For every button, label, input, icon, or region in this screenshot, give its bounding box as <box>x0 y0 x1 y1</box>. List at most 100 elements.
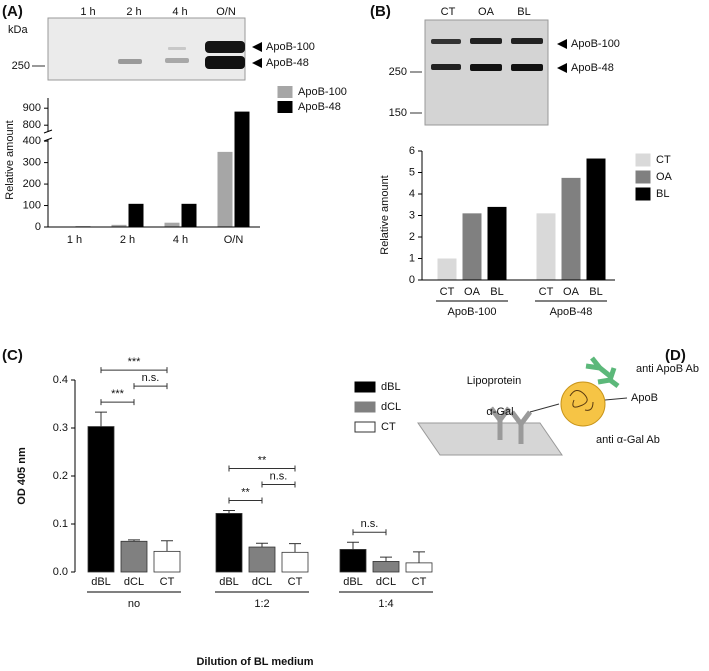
y-tick-label: 3 <box>409 209 415 221</box>
significance-bracket <box>100 399 135 406</box>
bar <box>128 203 144 227</box>
error-bar <box>95 411 107 427</box>
bar <box>111 224 127 227</box>
x-sub-label: CT <box>160 576 175 588</box>
error-bar <box>413 551 425 563</box>
y-tick-label: 4 <box>409 188 415 200</box>
significance-bracket <box>228 465 296 472</box>
bar <box>215 513 243 573</box>
x-sub-label: BL <box>589 286 602 298</box>
bar <box>164 222 180 227</box>
y-tick-label: 2 <box>409 231 415 243</box>
legend-label: dBL <box>381 381 401 393</box>
x-tick-label: 1:4 <box>378 598 393 610</box>
x-sub-label: dCL <box>124 576 144 588</box>
significance-label: *** <box>128 356 142 368</box>
y-tick-label: 0.1 <box>53 518 68 530</box>
x-sub-label: dBL <box>343 576 363 588</box>
significance-label: ** <box>241 486 250 498</box>
bar <box>153 550 181 573</box>
error-bar <box>347 541 359 550</box>
lane-label: 1 h <box>80 6 95 18</box>
legend-swatch <box>354 381 376 393</box>
bar <box>248 546 276 573</box>
error-bar <box>289 543 301 553</box>
x-tick-label: 2 h <box>120 234 135 246</box>
y-axis-label: Relative amount <box>379 175 391 255</box>
blot-unit: kDa <box>8 24 28 36</box>
x-sub-label: BL <box>490 286 503 298</box>
x-sub-label: dCL <box>376 576 396 588</box>
band-label: ApoB-48 <box>266 57 309 69</box>
legend-swatch <box>277 86 293 98</box>
bar <box>561 177 581 280</box>
bar <box>181 203 197 227</box>
lane-label: OA <box>478 6 495 18</box>
x-sub-label: CT <box>288 576 303 588</box>
y-tick-label: 6 <box>409 145 415 157</box>
legend-swatch <box>354 421 376 433</box>
significance-bracket <box>228 497 263 504</box>
bar <box>281 551 309 573</box>
x-tick-label: ApoB-100 <box>448 306 497 318</box>
legend-label: CT <box>381 421 396 433</box>
x-sub-label: CT <box>412 576 427 588</box>
y-tick-label: 100 <box>23 199 41 211</box>
bar <box>217 151 233 227</box>
y-axis-label: Relative amount <box>4 120 16 200</box>
error-bar <box>161 540 173 552</box>
axis-break <box>43 137 53 142</box>
x-tick-label: 1:2 <box>254 598 269 610</box>
bar <box>372 561 400 573</box>
legend-label: OA <box>656 171 673 183</box>
blot-marker: 250 <box>12 60 30 72</box>
x-sub-label: dBL <box>219 576 239 588</box>
panel-label: (D) <box>665 347 686 364</box>
significance-bracket <box>100 367 168 374</box>
x-sub-label: OA <box>464 286 481 298</box>
y-tick-label: 0.4 <box>53 374 68 386</box>
panel-label: (B) <box>370 3 391 20</box>
x-sub-label: OA <box>563 286 580 298</box>
significance-label: ** <box>258 454 267 466</box>
bar <box>87 426 115 573</box>
x-sub-label: CT <box>440 286 455 298</box>
diagram-label: anti ApoB Ab <box>636 363 699 375</box>
x-sub-label: dCL <box>252 576 272 588</box>
bar <box>405 562 433 573</box>
diagram <box>417 356 628 456</box>
lane-label: O/N <box>216 6 236 18</box>
legend-label: CT <box>656 154 671 166</box>
significance-bracket <box>133 383 168 390</box>
y-tick-label: 5 <box>409 166 415 178</box>
y-tick-label: 0.3 <box>53 422 68 434</box>
bar <box>120 540 148 573</box>
significance-label: n.s. <box>361 518 379 530</box>
bar <box>536 213 556 280</box>
band-label: ApoB-100 <box>266 41 315 53</box>
diagram-label: anti α-Gal Ab <box>596 434 660 446</box>
x-tick-label: ApoB-48 <box>550 306 593 318</box>
legend-label: ApoB-100 <box>298 86 347 98</box>
significance-label: n.s. <box>142 372 160 384</box>
blot-a <box>32 17 262 81</box>
y-tick-label: 300 <box>23 157 41 169</box>
legend-swatch <box>635 153 651 167</box>
error-bar <box>223 510 235 514</box>
lane-label: 2 h <box>126 6 141 18</box>
y-tick-label: 0 <box>35 221 41 233</box>
legend-swatch <box>635 170 651 184</box>
bar <box>487 206 507 280</box>
legend-swatch <box>354 401 376 413</box>
panel-label: (C) <box>2 347 23 364</box>
significance-bracket <box>261 481 296 488</box>
y-tick-label: 1 <box>409 252 415 264</box>
bar <box>234 111 250 227</box>
x-tick-label: 4 h <box>173 234 188 246</box>
legend-swatch <box>277 101 293 113</box>
bar <box>586 158 606 280</box>
y-tick-label: 0.0 <box>53 566 68 578</box>
axis-break <box>43 129 53 134</box>
legend-label: ApoB-48 <box>298 101 341 113</box>
